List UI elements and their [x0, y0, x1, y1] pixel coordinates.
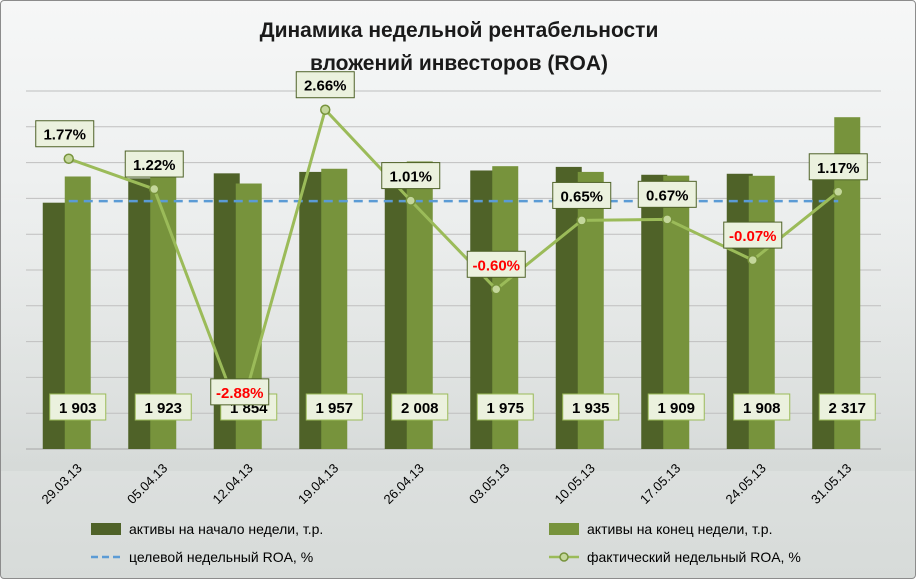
bar-value-label-box — [134, 393, 192, 421]
bar-value-label: 1 923 — [144, 400, 182, 417]
bar-value-label: 1 909 — [657, 400, 695, 417]
roa-point — [491, 284, 502, 295]
roa-value-label-box — [637, 180, 697, 208]
roa-value-label-box — [552, 181, 612, 209]
bar-value-label: 1 908 — [743, 400, 781, 417]
legend-label: фактический недельный ROA, % — [587, 549, 801, 565]
legend-label: активы на начало недели, т.р. — [129, 521, 323, 537]
bar-value-label-box — [733, 393, 791, 421]
roa-value-label-box — [723, 221, 783, 249]
legend: активы на начало недели, т.р. активы на к… — [91, 521, 801, 565]
bar-value-label: 1 903 — [59, 400, 97, 417]
roa-value-label-box — [210, 378, 270, 406]
legend-label: активы на конец недели, т.р. — [587, 521, 773, 537]
roa-value-label: 1.77% — [43, 127, 86, 144]
roa-point — [662, 214, 673, 225]
roa-value-label: 0.65% — [560, 188, 603, 205]
chart-title: Динамика недельной рентабельности вложен… — [260, 19, 659, 75]
roa-value-label: 1.01% — [389, 169, 432, 186]
bar-value-label: 1 975 — [486, 400, 524, 417]
roa-value-label-box — [124, 150, 184, 178]
bar-value-label-box — [305, 393, 363, 421]
bar-value-label: 2 008 — [401, 400, 439, 417]
roa-value-label: -0.60% — [472, 257, 520, 274]
roa-value-label: -2.88% — [216, 385, 264, 402]
legend-swatch — [549, 523, 579, 535]
legend-marker — [559, 552, 569, 562]
bar-value-label: 1 935 — [572, 400, 610, 417]
chart-title-line-1: Динамика недельной рентабельности — [260, 19, 659, 42]
roa-value-label: 1.17% — [817, 160, 860, 177]
actual-roa-polyline — [68, 108, 840, 417]
roa-point — [320, 104, 331, 115]
legend-swatch — [91, 523, 121, 535]
roa-value-label-box — [35, 120, 95, 148]
roa-value-label: 2.66% — [304, 78, 347, 95]
roa-point — [833, 186, 844, 198]
roa-value-label-box — [295, 71, 355, 99]
chart-title-line-2: вложений инвесторов (ROA) — [310, 52, 608, 75]
roa-point — [405, 195, 416, 206]
bar-value-label: 1 957 — [315, 400, 353, 417]
roa-value-label-box — [808, 153, 868, 181]
bar-value-label-box — [818, 393, 876, 421]
roa-point — [149, 183, 160, 195]
roa-value-labels: 1.77% 1.22% -2.88% 2.66% 1.01% -0.60% 0.65% 0.6… — [35, 71, 868, 406]
bar-value-label-box — [391, 393, 449, 421]
roa-point — [747, 254, 758, 266]
legend-label: целевой недельный ROA, % — [129, 549, 313, 565]
roa-point — [63, 153, 74, 164]
bar-value-label-box — [562, 393, 620, 421]
roa-value-label-box — [381, 162, 441, 190]
roa-value-label: 1.22% — [133, 157, 176, 174]
bar-value-label-box — [476, 393, 534, 421]
bar-value-label-box — [49, 393, 107, 421]
bar-value-label: 2 317 — [828, 400, 866, 417]
roa-value-label: 0.67% — [646, 187, 689, 204]
roa-value-label-box — [466, 250, 526, 278]
roa-value-label: -0.07% — [729, 228, 777, 245]
bar-value-label-box — [647, 393, 705, 421]
roa-point — [576, 215, 587, 226]
